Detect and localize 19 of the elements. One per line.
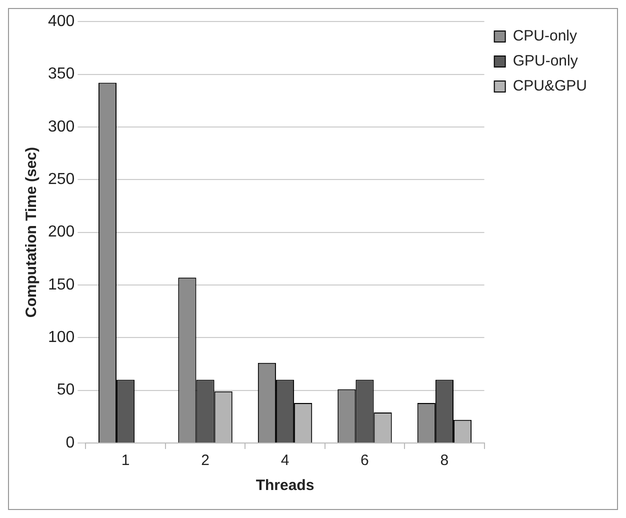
y-tick-label: 300 — [48, 118, 75, 136]
x-tick-label: 6 — [360, 452, 369, 470]
y-tick-label: 50 — [56, 382, 75, 399]
y-tick-label: 250 — [48, 171, 75, 188]
y-axis-title: Computation Time (sec) — [23, 147, 40, 318]
y-tick-label: 200 — [48, 224, 75, 241]
y-tick-label: 150 — [48, 276, 75, 294]
x-tick-label: 8 — [440, 452, 449, 470]
y-tick-label: 0 — [66, 434, 75, 452]
y-tick-label: 350 — [48, 66, 75, 83]
legend-label: CPU&GPU — [512, 78, 588, 95]
x-tick-label: 1 — [121, 452, 130, 470]
x-axis-title: Threads — [256, 477, 314, 494]
y-tick-label: 100 — [48, 329, 75, 346]
x-tick-label: 2 — [201, 452, 210, 470]
y-tick-label: 400 — [48, 13, 75, 30]
legend-label: GPU-only — [512, 52, 578, 70]
legend-label: CPU-only — [512, 28, 578, 45]
x-tick-label: 4 — [280, 452, 290, 470]
